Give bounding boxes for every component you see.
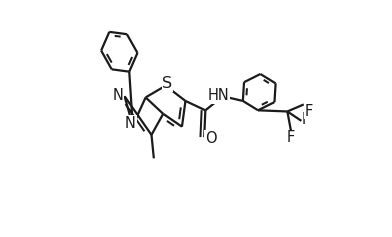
Text: HN: HN xyxy=(208,88,230,103)
Text: F: F xyxy=(302,112,310,127)
Text: S: S xyxy=(162,76,172,91)
Text: N: N xyxy=(125,116,136,131)
Text: O: O xyxy=(205,131,216,146)
Text: N: N xyxy=(113,88,123,103)
Text: F: F xyxy=(304,104,312,118)
Text: F: F xyxy=(287,130,295,146)
